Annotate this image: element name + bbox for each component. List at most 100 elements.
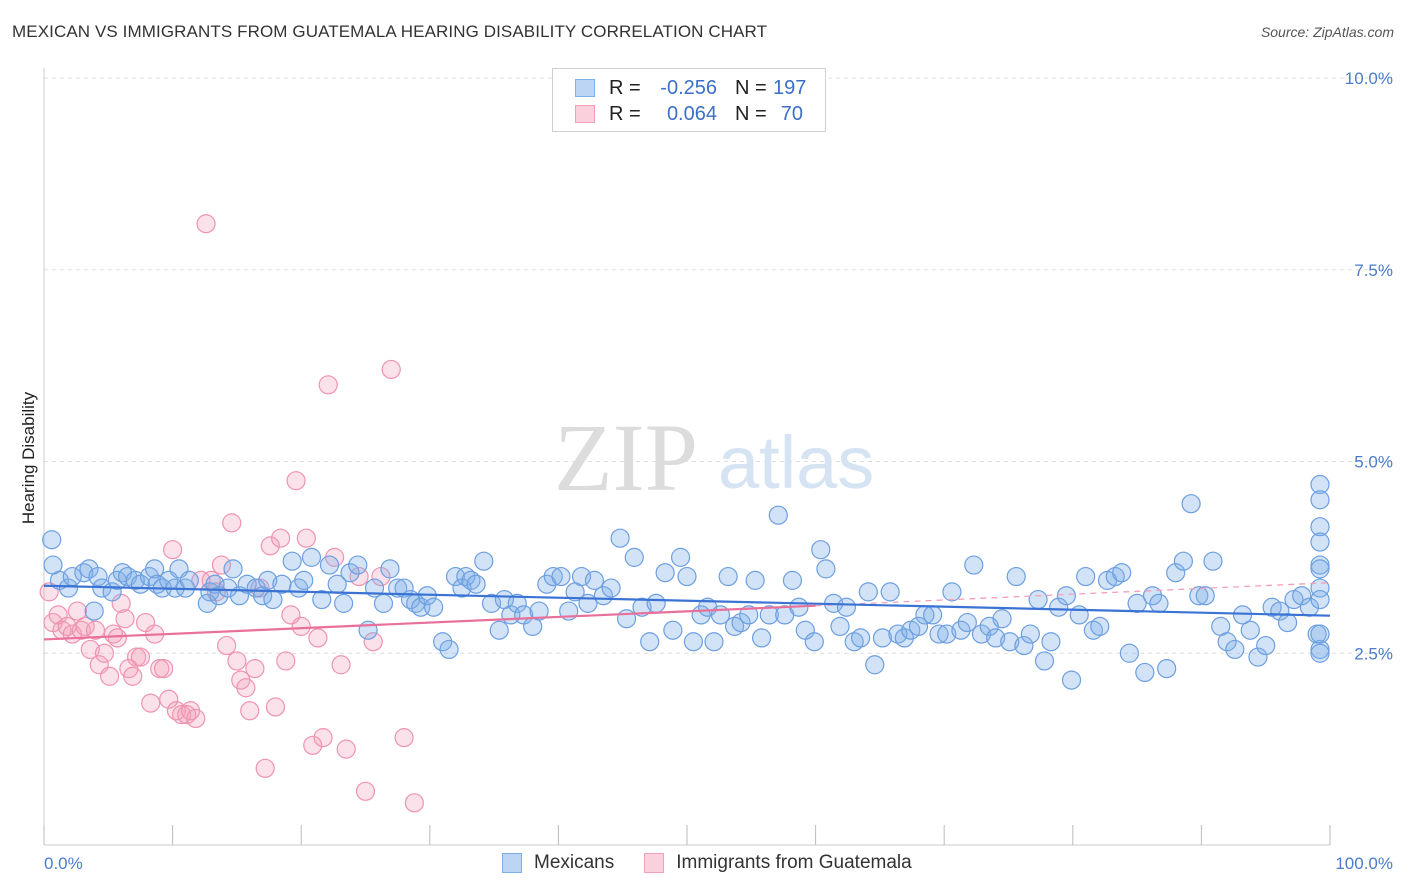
guatemala-trend-line <box>43 604 816 641</box>
mexicans-point <box>282 551 302 571</box>
mexicans-point <box>1189 586 1209 606</box>
mexicans-point <box>1310 490 1330 510</box>
mexicans-point <box>836 597 857 617</box>
grid-lines <box>44 77 1395 654</box>
guatemala-point <box>303 735 323 755</box>
mexicans-point <box>445 566 466 587</box>
guatemala-point <box>196 214 216 234</box>
mexicans-point <box>218 578 238 598</box>
mexicans-point <box>456 566 476 587</box>
mexicans-point <box>1076 566 1096 587</box>
guatemala-point <box>166 701 187 721</box>
mexicans-point <box>1310 517 1330 537</box>
mexicans-point <box>811 540 831 560</box>
mexicans-point <box>1256 635 1276 656</box>
mexicans-point <box>865 655 885 675</box>
guatemala-point <box>186 708 206 729</box>
guatemala-point <box>291 616 311 637</box>
mexicans-point <box>1248 647 1268 667</box>
mexicans-point <box>1119 643 1139 663</box>
mexicans-point <box>655 563 675 583</box>
mexicans-point <box>718 566 738 587</box>
n-value: 197 <box>773 76 807 99</box>
mexicans-point <box>880 582 900 602</box>
n-label: N = <box>735 76 767 99</box>
mexicans-point <box>951 620 971 640</box>
mexicans-point <box>543 566 563 587</box>
mexicans-point <box>1310 532 1330 552</box>
guatemala-point <box>318 375 338 395</box>
guatemala-point <box>336 739 356 759</box>
mexicans-point <box>1056 586 1076 606</box>
mexicans-point <box>489 620 509 640</box>
legend-row-mexicans: R = -0.256 N = 197 <box>575 76 807 100</box>
mexicans-point <box>74 563 94 583</box>
mexicans-point <box>474 551 494 571</box>
guatemala-point <box>85 620 106 640</box>
legend-item-guatemala[interactable]: Immigrants from Guatemala <box>644 852 912 874</box>
guatemala-point <box>71 620 91 640</box>
mexicans-point <box>768 505 788 525</box>
watermark-atlas: atlas <box>718 421 874 504</box>
mexicans-point <box>1310 559 1330 579</box>
mexicans-point <box>964 555 984 575</box>
mexicans-point <box>58 578 79 598</box>
y-tick-label: 10.0% <box>1345 69 1393 88</box>
guatemala-point <box>211 555 232 575</box>
mexicans-point <box>529 601 549 621</box>
guatemala-point <box>99 666 120 686</box>
mexicans-point <box>704 632 724 652</box>
mexicans-point <box>1127 593 1147 613</box>
guatemala-point <box>265 697 286 717</box>
mexicans-point <box>1181 494 1201 514</box>
mexicans-trend-line <box>43 584 1331 617</box>
guatemala-point <box>331 655 351 675</box>
trend-lines <box>43 582 1331 641</box>
n-value: 70 <box>780 102 803 125</box>
legend-swatch-guatemala <box>644 853 665 873</box>
guatemala-point <box>240 701 260 721</box>
mexicans-point <box>571 566 592 587</box>
mexicans-point <box>610 528 630 548</box>
y-axis-title: Hearing Disability <box>19 391 38 524</box>
mexicans-point <box>301 547 322 567</box>
mexicans-point <box>179 570 199 590</box>
mexicans-point <box>632 597 652 617</box>
mexicans-point <box>670 547 691 567</box>
mexicans-point <box>433 632 453 652</box>
x-tick-label: 0.0% <box>44 854 83 873</box>
mexicans-point <box>466 574 486 594</box>
mexicans-point <box>1195 586 1215 606</box>
mexicans-point <box>804 632 824 652</box>
mexicans-point <box>782 570 803 590</box>
guatemala-point <box>296 528 316 548</box>
legend-item-mexicans[interactable]: Mexicans <box>502 852 614 874</box>
r-value: -0.256 <box>660 76 717 99</box>
mexicans-point <box>1240 620 1260 640</box>
guatemala-point <box>222 513 242 533</box>
guatemala-point <box>236 678 256 698</box>
mexicans-point <box>394 578 414 598</box>
mexicans-point <box>601 578 621 598</box>
mexicans-point <box>1034 651 1055 671</box>
guatemala-point <box>313 728 333 748</box>
mexicans-point <box>125 570 145 590</box>
mexicans-point <box>481 593 502 613</box>
mexicans-point <box>624 547 644 567</box>
r-label: R = <box>609 76 641 99</box>
mexicans-point <box>584 570 605 590</box>
guatemala-point <box>227 651 247 671</box>
mexicans-point <box>929 624 949 644</box>
y-tick-label: 7.5% <box>1354 261 1393 280</box>
mexicans-point <box>751 628 772 648</box>
stats-legend: R = -0.256 N = 197 R = 0.064 N = 70 <box>552 68 826 132</box>
mexicans-point <box>640 632 660 652</box>
mexicans-point <box>923 605 943 625</box>
watermark-zip: ZIP <box>554 404 698 511</box>
mexicans-point <box>42 530 62 550</box>
mexicans-point <box>1292 586 1312 606</box>
axes <box>43 68 1331 846</box>
mexicans-point <box>84 601 104 621</box>
series-mexicans-points <box>42 474 1330 690</box>
mexicans-point <box>593 586 614 606</box>
